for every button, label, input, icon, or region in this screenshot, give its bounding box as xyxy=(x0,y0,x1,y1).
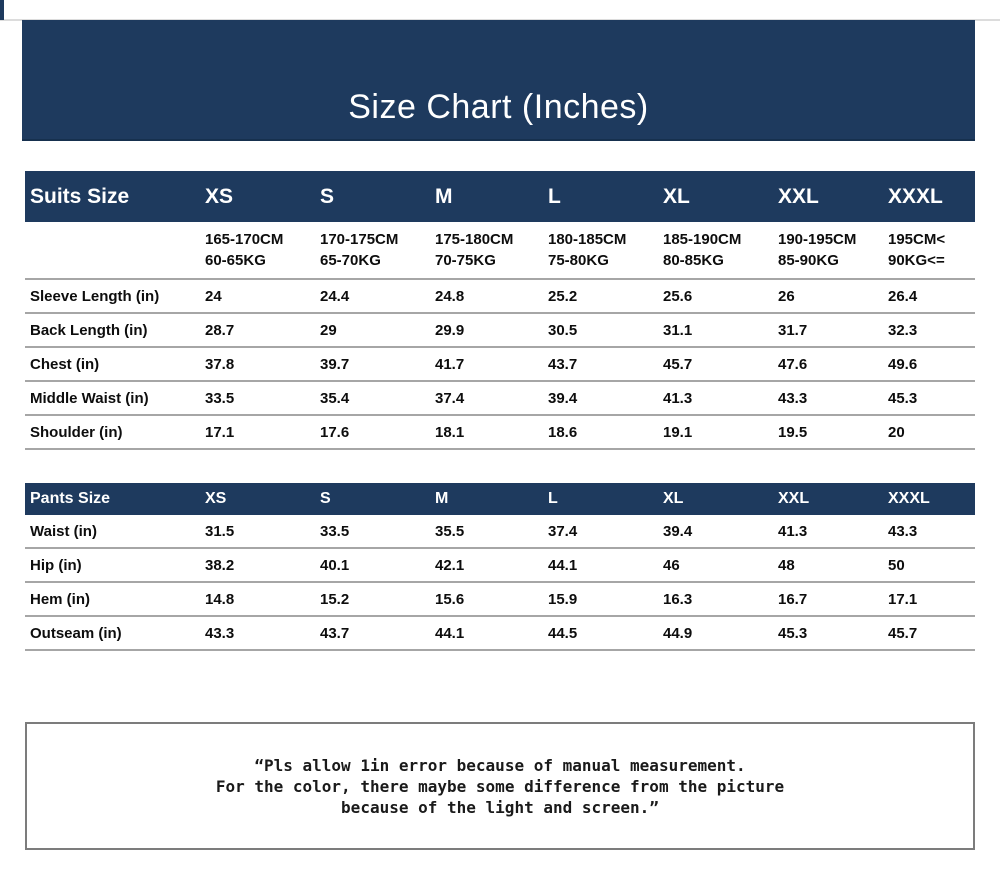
height-weight-s: 170-175CM 65-70KG xyxy=(320,231,399,269)
table-row-shoulder: Shoulder (in) 17.1 17.6 18.1 18.6 19.1 1… xyxy=(25,416,975,450)
height-weight-xxxl: 195CM< 90KG<= xyxy=(888,231,946,269)
row-label: Sleeve Length (in) xyxy=(30,287,160,305)
pants-size-table: Pants Size XS S M L XL XXL XXXL Waist (i… xyxy=(25,483,975,651)
row-label: Hem (in) xyxy=(30,590,90,608)
size-header-s: S xyxy=(320,184,335,208)
suits-header-row: Suits Size XS S M L XL XXL XXXL xyxy=(25,171,975,222)
note-line-2: For the color, there maybe some differen… xyxy=(215,776,785,796)
note-line-3: because of the light and screen.” xyxy=(341,797,659,817)
suits-size-table: Suits Size XS S M L XL XXL XXXL 165-170C… xyxy=(25,171,975,450)
height-weight-xxl: 190-195CM 85-90KG xyxy=(778,231,857,269)
pants-header-row: Pants Size XS S M L XL XXL XXXL xyxy=(25,483,975,515)
size-header-xl: XL xyxy=(663,490,684,507)
size-header-m: M xyxy=(435,184,453,208)
table-row-waist: Waist (in) 31.5 33.5 35.5 37.4 39.4 41.3… xyxy=(25,515,975,549)
table-row-middle-waist: Middle Waist (in) 33.5 35.4 37.4 39.4 41… xyxy=(25,382,975,416)
size-header-l: L xyxy=(548,184,561,208)
size-header-xxxl: XXXL xyxy=(888,490,930,507)
row-label: Middle Waist (in) xyxy=(30,389,149,407)
height-weight-l: 180-185CM 75-80KG xyxy=(548,231,627,269)
size-header-xs: XS xyxy=(205,184,234,208)
table-row-chest: Chest (in) 37.8 39.7 41.7 43.7 45.7 47.6… xyxy=(25,348,975,382)
row-label: Outseam (in) xyxy=(30,624,122,642)
row-label: Waist (in) xyxy=(30,522,97,540)
height-weight-m: 175-180CM 70-75KG xyxy=(435,231,514,269)
crop-artifact-corner xyxy=(0,0,4,20)
pants-table-title: Pants Size xyxy=(30,490,111,507)
size-header-xxl: XXL xyxy=(778,184,819,208)
size-header-m: M xyxy=(435,490,449,507)
row-label: Chest (in) xyxy=(30,355,100,373)
row-label: Shoulder (in) xyxy=(30,423,123,441)
measurement-note-box: “Pls allow 1in error because of manual m… xyxy=(25,722,975,850)
title-banner: Size Chart (Inches) xyxy=(22,20,975,141)
size-header-xxl: XXL xyxy=(778,490,810,507)
page-title: Size Chart (Inches) xyxy=(348,88,649,126)
size-header-xs: XS xyxy=(205,490,227,507)
table-row-hem: Hem (in) 14.8 15.2 15.6 15.9 16.3 16.7 1… xyxy=(25,583,975,617)
row-label: Hip (in) xyxy=(30,556,82,574)
note-line-1: “Pls allow 1in error because of manual m… xyxy=(254,755,746,775)
suits-table-title: Suits Size xyxy=(30,184,130,208)
table-row-outseam: Outseam (in) 43.3 43.7 44.1 44.5 44.9 45… xyxy=(25,617,975,651)
table-row-hip: Hip (in) 38.2 40.1 42.1 44.1 46 48 50 xyxy=(25,549,975,583)
table-row-sleeve-length: Sleeve Length (in) 24 24.4 24.8 25.2 25.… xyxy=(25,280,975,314)
table-row-back-length: Back Length (in) 28.7 29 29.9 30.5 31.1 … xyxy=(25,314,975,348)
size-header-l: L xyxy=(548,490,558,507)
height-weight-xs: 165-170CM 60-65KG xyxy=(205,231,284,269)
row-label: Back Length (in) xyxy=(30,321,148,339)
size-header-s: S xyxy=(320,490,331,507)
size-header-xxxl: XXXL xyxy=(888,184,943,208)
height-weight-xl: 185-190CM 80-85KG xyxy=(663,231,742,269)
size-header-xl: XL xyxy=(663,184,690,208)
height-weight-row: 165-170CM 60-65KG 170-175CM 65-70KG 175-… xyxy=(25,222,975,280)
